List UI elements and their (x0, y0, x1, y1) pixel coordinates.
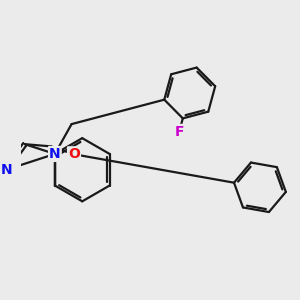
Text: F: F (174, 125, 184, 139)
Text: O: O (68, 147, 80, 161)
Text: N: N (1, 163, 12, 177)
Text: N: N (49, 147, 61, 161)
